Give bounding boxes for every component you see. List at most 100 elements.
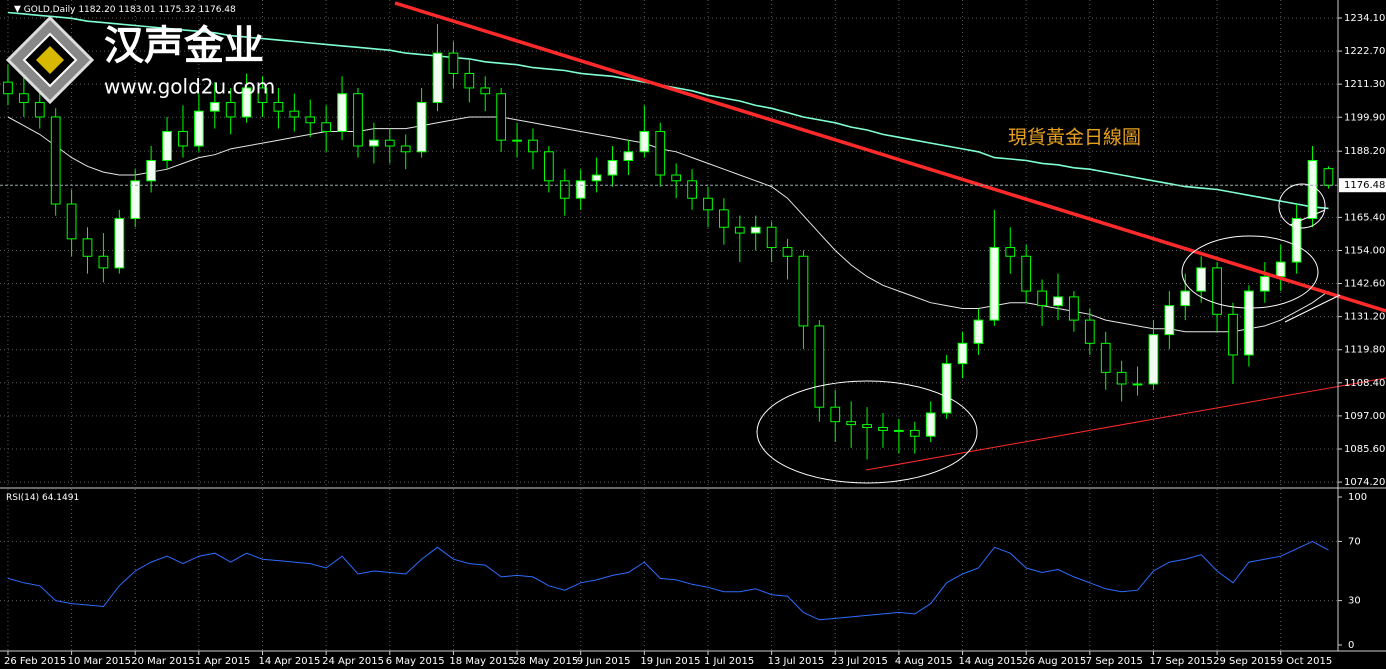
candle-body bbox=[146, 159, 157, 182]
candle-body bbox=[798, 255, 809, 327]
x-tick-label: 9 Jun 2015 bbox=[577, 656, 631, 667]
candle-body bbox=[639, 130, 650, 153]
candle-body bbox=[591, 174, 602, 182]
x-tick-label: 17 Sep 2015 bbox=[1149, 656, 1212, 667]
candle-body bbox=[719, 209, 729, 228]
symbol-label: ▼ GOLD,Daily 1182.20 1183.01 1175.32 117… bbox=[14, 5, 236, 15]
candle-body bbox=[496, 93, 507, 141]
candle-body bbox=[337, 93, 347, 132]
y-tick-label: 1234.10 bbox=[1344, 13, 1385, 24]
candle-body bbox=[655, 130, 666, 176]
candle-body bbox=[1053, 296, 1063, 307]
trend-line bbox=[1289, 209, 1326, 226]
candle-body bbox=[878, 427, 888, 431]
candle-body bbox=[1291, 218, 1302, 263]
candle-body bbox=[1307, 159, 1318, 220]
candle-body bbox=[257, 87, 268, 103]
x-tick-label: 13 Jul 2015 bbox=[768, 656, 825, 667]
x-tick-label: 1 Jul 2015 bbox=[704, 656, 754, 667]
candle-body bbox=[305, 116, 316, 124]
candle-body bbox=[162, 130, 172, 161]
y-tick-label: 1211.30 bbox=[1344, 79, 1385, 90]
candle-body bbox=[416, 101, 427, 153]
x-tick-label: 26 Aug 2015 bbox=[1022, 656, 1086, 667]
x-tick-label: 24 Apr 2015 bbox=[322, 656, 384, 667]
candle-body bbox=[209, 101, 220, 112]
logo-url: www.gold2u.com bbox=[104, 75, 275, 99]
candle-body bbox=[575, 180, 586, 199]
annotation: 現貨黃金日線圖 bbox=[1008, 127, 1141, 149]
rsi-line bbox=[7, 540, 1329, 621]
candle-body bbox=[66, 203, 77, 240]
candle-body bbox=[3, 81, 13, 95]
candle-body bbox=[1132, 383, 1143, 386]
candle-body bbox=[82, 238, 93, 257]
candle-body bbox=[241, 87, 252, 118]
candle-body bbox=[703, 197, 713, 211]
logo: 汉声金业 www.gold2u.com bbox=[5, 15, 275, 105]
y-tick-label: 100 bbox=[1348, 492, 1367, 503]
candle-body bbox=[50, 116, 61, 205]
candle-body bbox=[607, 159, 618, 176]
x-tick-label: 19 Jun 2015 bbox=[640, 656, 700, 667]
indicator-label: RSI(14) 64.1491 bbox=[6, 493, 79, 503]
x-tick-label: 10 Mar 2015 bbox=[68, 656, 131, 667]
trend-line bbox=[865, 377, 1386, 471]
symbol: GOLD,Daily bbox=[24, 5, 76, 15]
candle-body bbox=[894, 429, 904, 432]
candle-body bbox=[289, 110, 300, 118]
highlight-ellipse bbox=[1278, 183, 1326, 229]
candle-body bbox=[671, 174, 682, 182]
candle-body bbox=[178, 130, 188, 147]
candle-body bbox=[1100, 342, 1111, 373]
y-tick-label: 30 bbox=[1348, 596, 1361, 607]
x-tick-label: 4 Aug 2015 bbox=[895, 656, 953, 667]
trend-line bbox=[394, 1, 1386, 313]
candle-body bbox=[1084, 319, 1095, 344]
candle-body bbox=[114, 218, 125, 269]
candle-body bbox=[1021, 255, 1032, 292]
candle-body bbox=[862, 424, 872, 429]
candle-body bbox=[1323, 168, 1334, 186]
candle-body bbox=[909, 429, 920, 437]
candle-body bbox=[989, 247, 1000, 321]
candle-body bbox=[480, 87, 491, 95]
candle-body bbox=[750, 226, 761, 234]
candle-body bbox=[225, 101, 236, 118]
candle-body bbox=[353, 93, 363, 147]
candle-body bbox=[400, 145, 411, 153]
candle-body bbox=[941, 363, 952, 414]
candle-body bbox=[1244, 290, 1254, 356]
candle-body bbox=[1259, 276, 1270, 292]
candle-body bbox=[1037, 290, 1047, 307]
y-tick-label: 1131.20 bbox=[1344, 312, 1385, 323]
x-tick-label: 1 Apr 2015 bbox=[195, 656, 250, 667]
candle-body bbox=[528, 139, 538, 153]
highlight-ellipse bbox=[756, 380, 978, 484]
candle-body bbox=[448, 52, 459, 74]
trend-line bbox=[1284, 294, 1341, 323]
y-tick-label: 1188.20 bbox=[1344, 146, 1385, 157]
y-tick-label: 1119.80 bbox=[1344, 345, 1385, 356]
candle-body bbox=[687, 180, 697, 199]
candle-body bbox=[973, 319, 984, 344]
last-price-box bbox=[1339, 178, 1386, 193]
candle-body bbox=[1275, 261, 1286, 278]
y-tick-label: 1222.70 bbox=[1344, 46, 1385, 57]
candle-body bbox=[1069, 296, 1079, 321]
candle-body bbox=[1228, 313, 1238, 356]
x-tick-label: 9 Oct 2015 bbox=[1277, 656, 1332, 667]
candle-body bbox=[369, 139, 379, 147]
y-tick-label: 1165.40 bbox=[1344, 212, 1385, 223]
candle-body bbox=[193, 110, 204, 147]
candle-body bbox=[321, 122, 332, 132]
candle-body bbox=[925, 412, 936, 437]
candle-body bbox=[432, 52, 443, 103]
candles bbox=[3, 24, 1334, 621]
ohlc-label: 1182.20 1183.01 1175.32 1176.48 bbox=[78, 5, 236, 15]
x-tick-label: 14 Apr 2015 bbox=[259, 656, 321, 667]
y-tick-label: 1142.60 bbox=[1344, 279, 1385, 290]
candle-body bbox=[464, 72, 475, 89]
x-tick-label: 29 Sep 2015 bbox=[1213, 656, 1276, 667]
